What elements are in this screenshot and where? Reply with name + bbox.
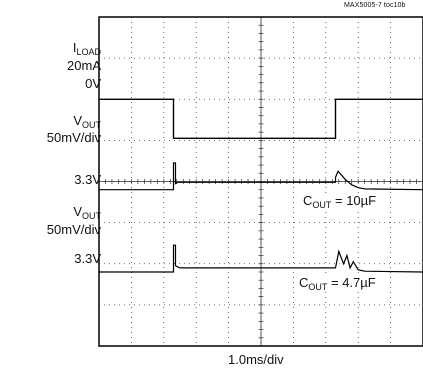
plot-frame bbox=[98, 16, 423, 347]
channel-vout2-name-main: V bbox=[73, 204, 82, 219]
channel-vout1-name: VOUT bbox=[73, 113, 101, 133]
channel-iload-scale: 20mA bbox=[67, 58, 101, 73]
figure-note: MAX5005-7 toc10b bbox=[344, 2, 406, 9]
channel-vout1-ref: 3.3V bbox=[74, 172, 101, 187]
channel-vout2-scale: 50mV/div bbox=[46, 222, 101, 237]
trace-vout-4p7uf bbox=[99, 244, 423, 273]
annotation-cout-10uf-sub: OUT bbox=[312, 200, 332, 210]
channel-vout2-ref: 3.3V bbox=[74, 251, 101, 266]
channel-vout2-name-sub: OUT bbox=[82, 211, 101, 221]
channel-vout2-name: VOUT bbox=[73, 204, 101, 224]
annotation-cout-10uf-main: C bbox=[303, 193, 313, 208]
channel-iload-ref: 0V bbox=[85, 76, 101, 91]
traces bbox=[99, 98, 423, 273]
annotation-cout-4p7uf-sub: OUT bbox=[308, 282, 328, 292]
channel-iload-name-sub: LOAD bbox=[76, 47, 101, 57]
grid bbox=[99, 17, 423, 346]
annotation-cout-4p7uf: COUT = 4.7µF bbox=[298, 275, 377, 292]
annotation-cout-4p7uf-main: C bbox=[299, 275, 309, 290]
annotation-cout-10uf-value: = 10µF bbox=[331, 193, 377, 208]
annotation-cout-4p7uf-value: = 4.7µF bbox=[327, 275, 376, 290]
trace-vout-10uf bbox=[99, 162, 423, 191]
channel-vout1-name-sub: OUT bbox=[82, 120, 101, 130]
x-axis-label: 1.0ms/div bbox=[228, 352, 284, 367]
channel-iload-name: ILOAD bbox=[73, 40, 101, 60]
channel-iload-name-main: I bbox=[72, 40, 77, 55]
annotation-cout-10uf: COUT = 10µF bbox=[302, 193, 378, 210]
channel-vout1-name-main: V bbox=[73, 113, 82, 128]
trace-iload bbox=[99, 98, 423, 140]
channel-vout1-scale: 50mV/div bbox=[46, 130, 101, 145]
